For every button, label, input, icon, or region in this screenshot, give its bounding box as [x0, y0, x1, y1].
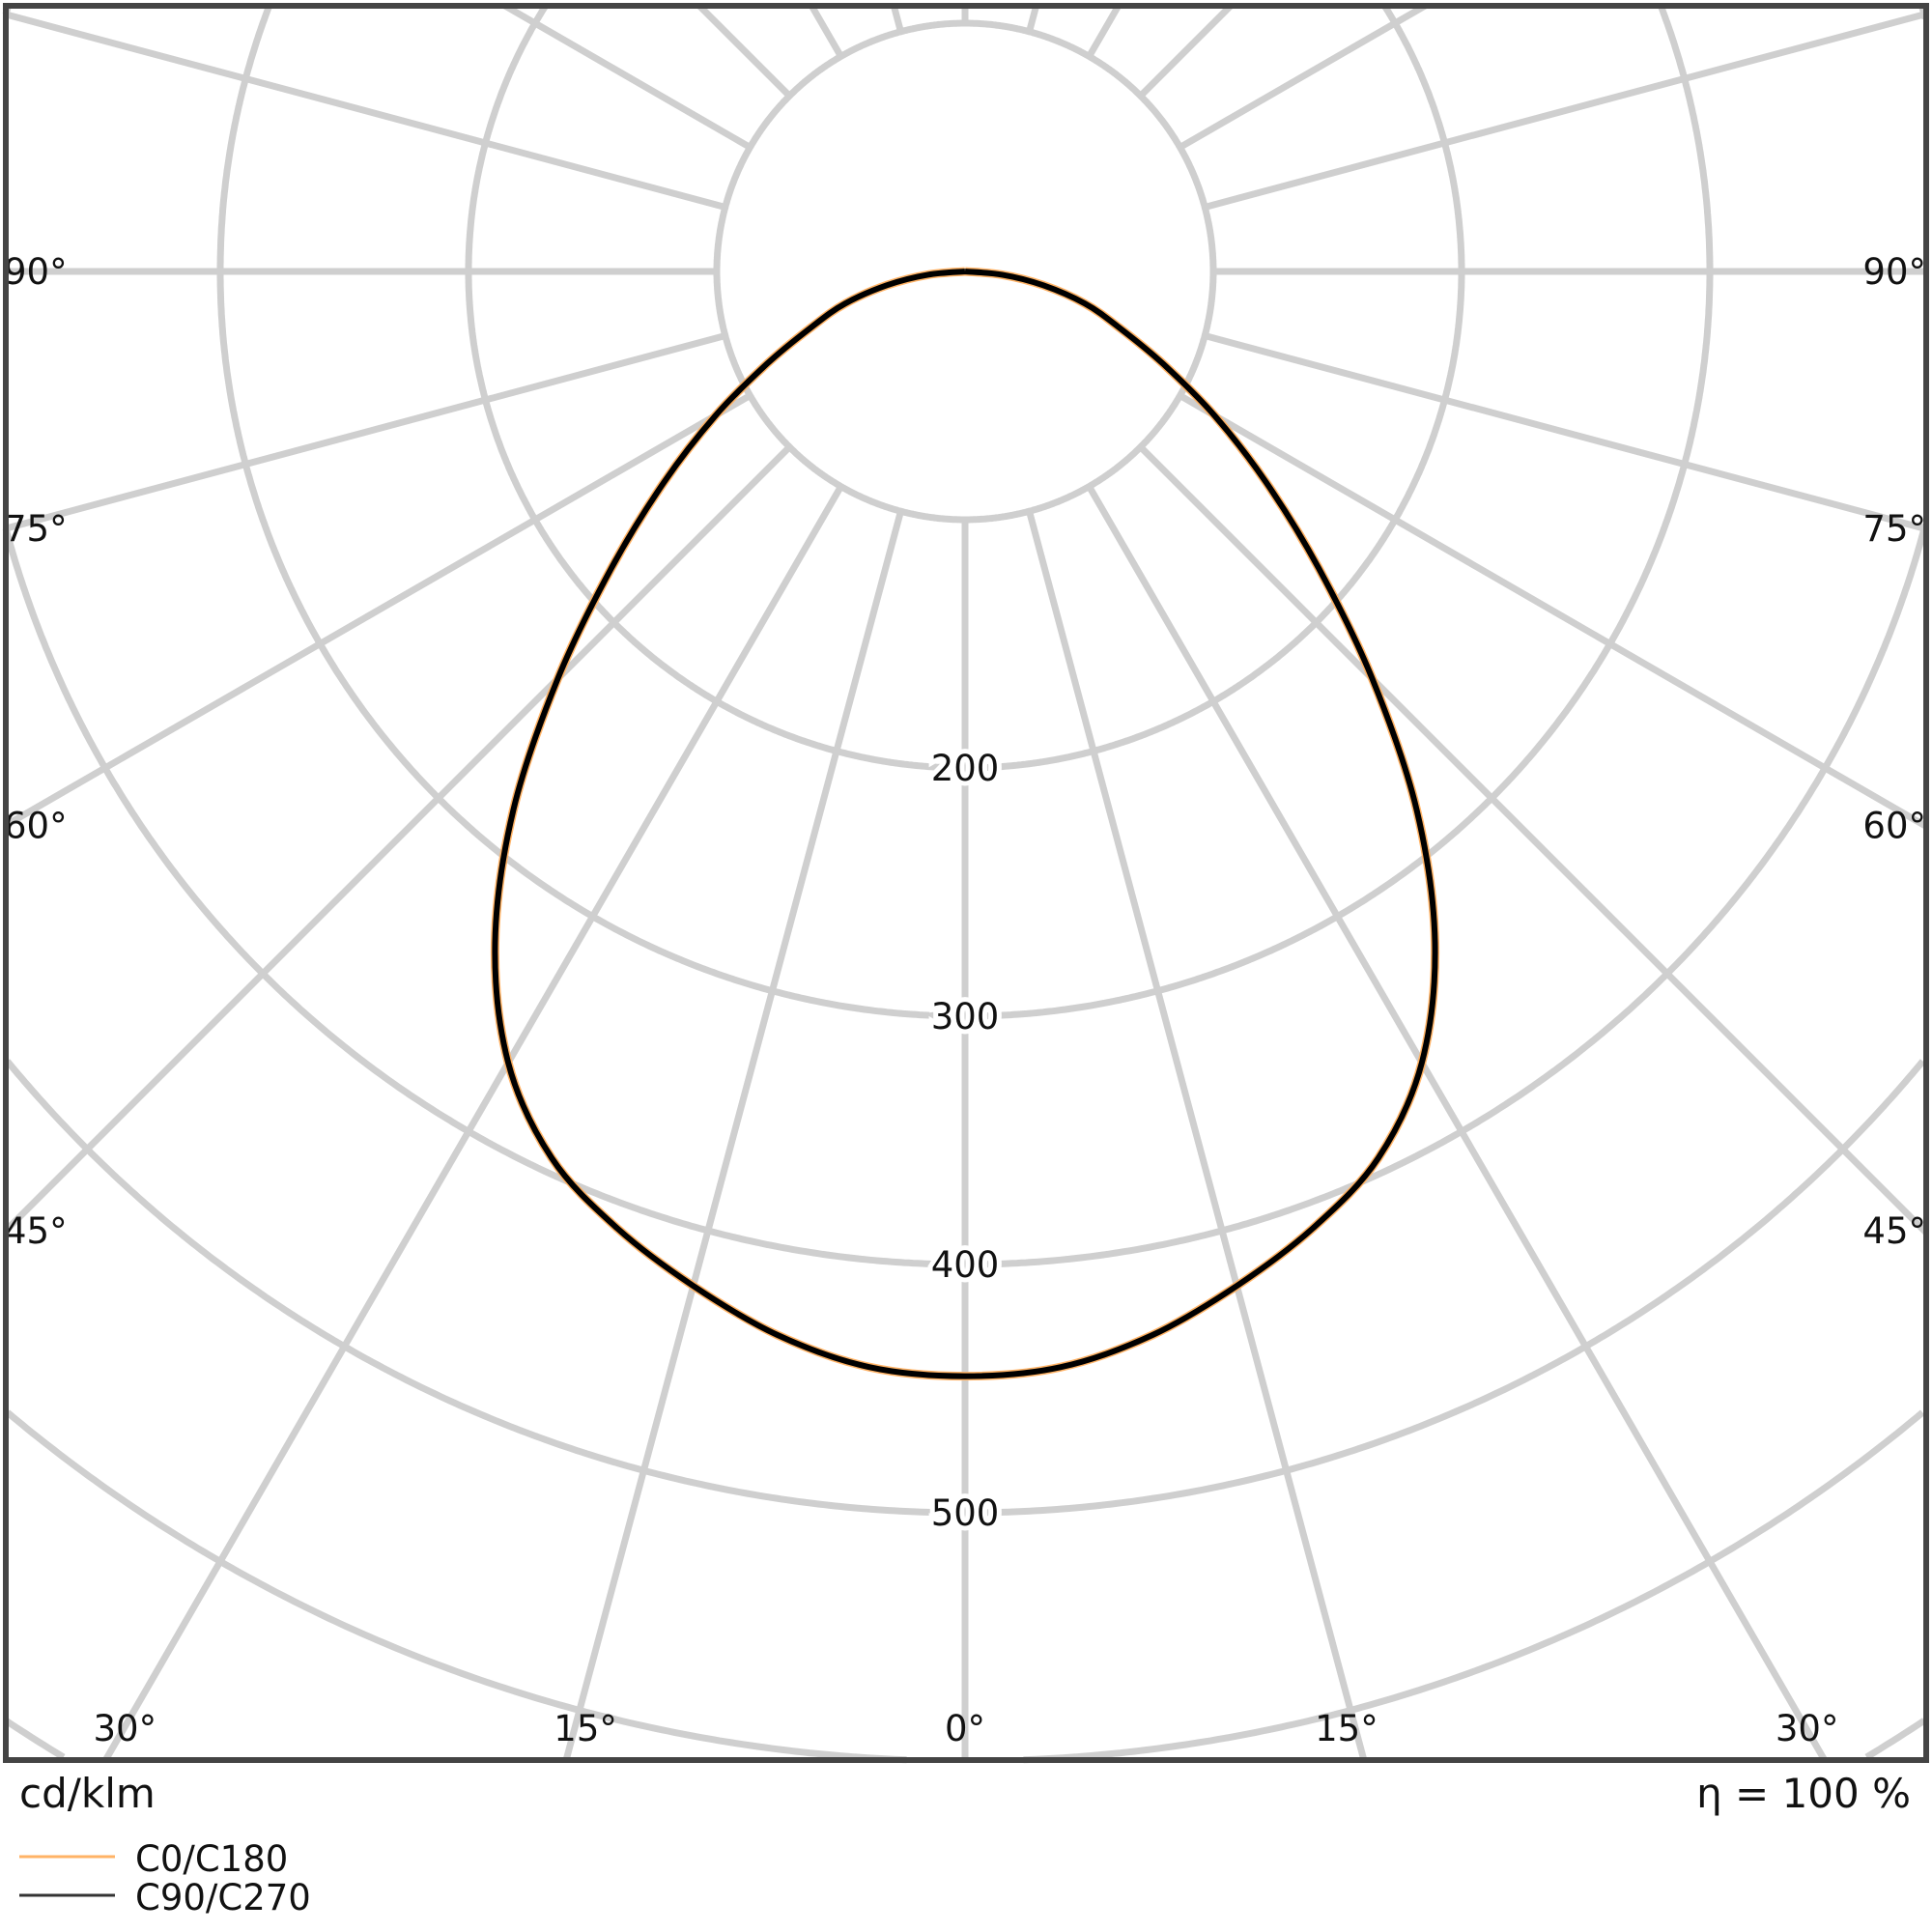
grid-ring: [4, 1718, 1926, 1760]
bottom-angle-label: 15°: [554, 1708, 617, 1749]
side-angle-label-right: 60°: [1862, 805, 1926, 846]
grid-ring: [216, 6, 1714, 1020]
side-angle-label-left: 60°: [4, 805, 68, 846]
grid-spoke: [1178, 2, 1428, 151]
grid-spoke: [1086, 484, 1828, 1762]
side-angle-label-right: 45°: [1862, 1210, 1926, 1252]
grid-ring: [465, 4, 1465, 772]
bottom-angle-label: 0°: [945, 1708, 985, 1749]
grid-spoke: [502, 2, 753, 151]
radial-tick-label: 200: [931, 748, 1000, 789]
radial-tick-label: 300: [931, 996, 1000, 1037]
bottom-angle-label: 15°: [1315, 1708, 1378, 1749]
grid-spoke: [102, 484, 844, 1762]
grid-spoke: [4, 392, 753, 829]
grid-spoke: [1178, 392, 1928, 830]
legend-label-c90-c270: C90/C270: [135, 1877, 311, 1918]
grid-spoke: [562, 510, 904, 1761]
legend-label-c0-c180: C0/C180: [135, 1838, 288, 1880]
grid-spoke: [1138, 444, 1929, 1236]
grid-spoke: [5, 11, 726, 211]
side-angle-label-left: 90°: [4, 251, 68, 293]
grid-spoke: [5, 332, 726, 532]
series-curve-c90-c270: [492, 269, 1438, 1379]
radial-tick-label: 400: [931, 1244, 1000, 1286]
efficiency-label: η = 100 %: [1696, 1770, 1911, 1817]
grid-ring: [4, 1059, 1926, 1517]
plot-frame: [3, 3, 1929, 1763]
grid-spoke: [1086, 4, 1122, 59]
unit-label: cd/klm: [19, 1770, 156, 1817]
grid-spoke: [890, 5, 904, 33]
grid-spoke: [1204, 11, 1927, 211]
grid-spoke: [1138, 3, 1234, 99]
bottom-angle-label: 30°: [94, 1708, 157, 1749]
grid-spoke: [1204, 332, 1927, 532]
grid-ring: [5, 1409, 1925, 1764]
axis-labels: 200 300 400 500 90° 90° 75° 75° 60° 60° 45° 45° 30° 1…: [4, 251, 1926, 1749]
side-angle-label-right: 75°: [1862, 508, 1926, 550]
grid-spoke: [1026, 5, 1040, 33]
side-angle-label-left: 75°: [4, 508, 68, 550]
grid-spoke: [3, 444, 792, 1234]
legend: C0/C180 C90/C270: [19, 1838, 311, 1918]
grid-spoke: [1026, 510, 1368, 1761]
side-angle-label-right: 90°: [1862, 251, 1926, 293]
curves: [490, 267, 1440, 1381]
radial-tick-label: 500: [931, 1492, 1000, 1534]
bottom-angle-label: 30°: [1776, 1708, 1839, 1749]
polar-grid: [2, 2, 1929, 1764]
grid-spoke: [809, 4, 844, 59]
grid-spoke: [696, 3, 792, 99]
side-angle-label-left: 45°: [4, 1210, 68, 1252]
